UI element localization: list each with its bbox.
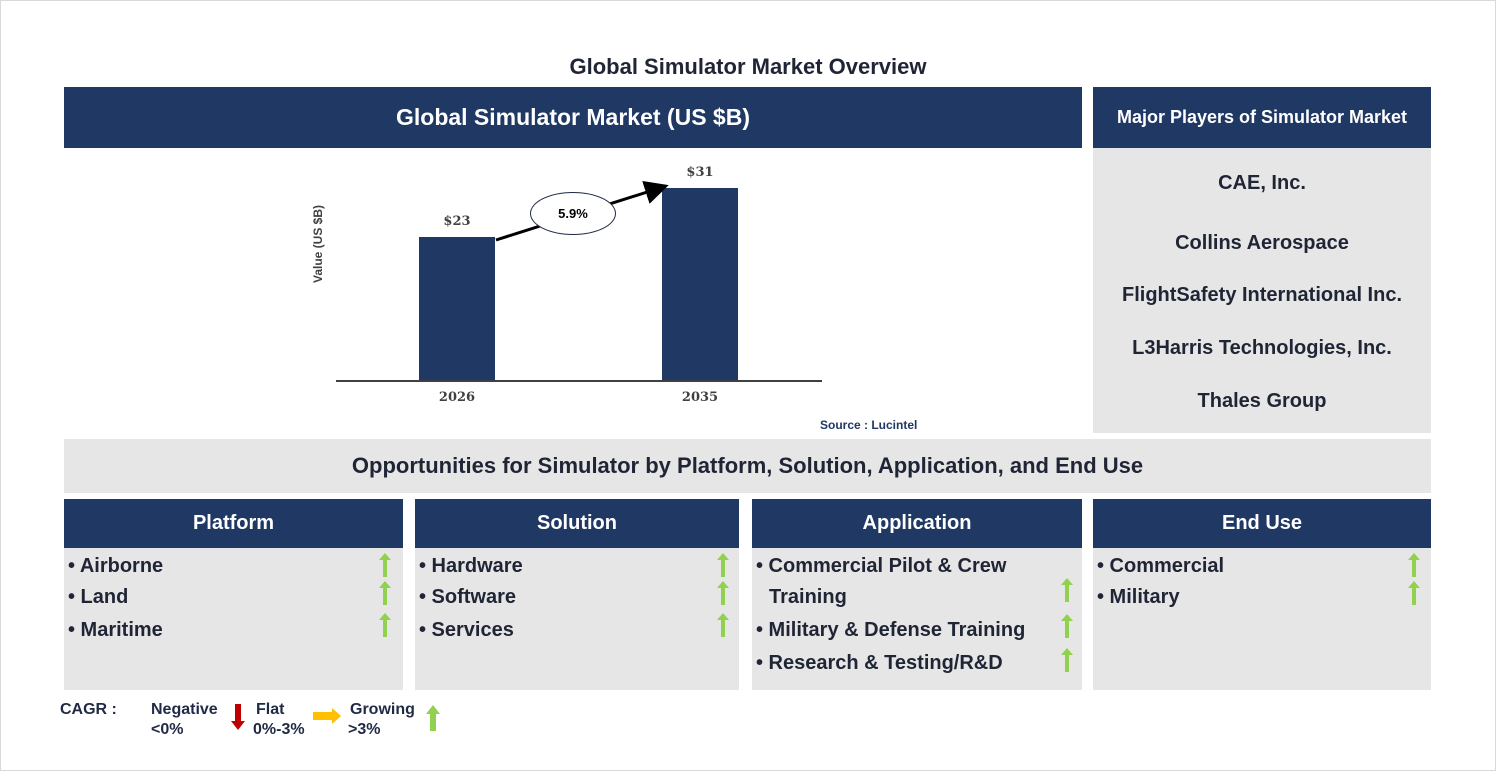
bar-value-label-2035: $31	[686, 165, 714, 180]
segment-item: • Software	[419, 586, 517, 608]
player-item: L3Harris Technologies, Inc.	[1132, 337, 1392, 359]
legend-flat-label: Flat	[256, 701, 285, 718]
segment-item: • Maritime	[68, 619, 163, 641]
opportunities-banner: Opportunities for Simulator by Platform,…	[64, 439, 1431, 493]
segment-body: • Airborne • Land • Maritime	[64, 548, 403, 690]
segment-application: Application • Commercial Pilot & Crew Tr…	[752, 499, 1082, 690]
cagr-bubble: 5.9%	[530, 192, 616, 235]
up-arrow-icon	[1408, 581, 1420, 605]
up-arrow-icon	[1408, 553, 1420, 577]
up-arrow-icon	[717, 613, 729, 637]
segment-item: • Commercial Pilot & Crew	[756, 555, 1007, 577]
up-arrow-icon	[379, 613, 391, 637]
segment-end-use: End Use • Commercial • Military	[1093, 499, 1431, 690]
up-arrow-icon	[426, 705, 440, 731]
page-title: Global Simulator Market Overview	[569, 54, 927, 79]
bar-value-label-2026: $23	[443, 214, 471, 229]
segment-body: • Commercial • Military	[1093, 548, 1431, 690]
legend-flat-range: 0%-3%	[253, 721, 305, 738]
segment-item: • Services	[419, 619, 514, 641]
segment-item-continuation: Training	[769, 586, 847, 608]
segment-title: End Use	[1093, 499, 1431, 548]
segment-item: • Military & Defense Training	[756, 619, 1026, 641]
segment-title: Platform	[64, 499, 403, 548]
legend-growing-range: >3%	[348, 721, 381, 738]
source-note: Source : Lucintel	[820, 418, 918, 432]
up-arrow-icon	[379, 553, 391, 577]
up-arrow-icon	[717, 581, 729, 605]
segment-title: Solution	[415, 499, 739, 548]
legend-label: CAGR :	[60, 701, 117, 718]
segment-item: • Research & Testing/R&D	[756, 652, 1003, 674]
segment-item: • Airborne	[68, 555, 164, 577]
up-arrow-icon	[1061, 648, 1073, 672]
legend-negative-label: Negative	[151, 701, 218, 718]
bar-2035	[662, 188, 738, 381]
x-tick-2035: 2035	[681, 390, 719, 405]
y-axis-label: Value (US $B)	[311, 204, 325, 284]
segment-item: • Hardware	[419, 555, 523, 577]
legend-negative-range: <0%	[151, 721, 184, 738]
bar-2026	[419, 237, 495, 381]
right-arrow-icon	[313, 708, 341, 724]
x-axis-line	[336, 380, 822, 382]
segment-item: • Military	[1097, 586, 1180, 608]
segment-body: • Commercial Pilot & Crew Training • Mil…	[752, 548, 1082, 690]
players-header: Major Players of Simulator Market	[1093, 87, 1431, 148]
segment-platform: Platform • Airborne • Land • Maritime	[64, 499, 403, 690]
up-arrow-icon	[717, 553, 729, 577]
up-arrow-icon	[379, 581, 391, 605]
legend-growing-label: Growing	[350, 701, 415, 718]
segment-solution: Solution • Hardware • Software • Service…	[415, 499, 739, 690]
up-arrow-icon	[1061, 578, 1073, 602]
x-tick-2026: 2026	[438, 390, 476, 405]
player-item: Thales Group	[1197, 390, 1327, 412]
segment-item: • Commercial	[1097, 555, 1225, 577]
segment-title: Application	[752, 499, 1082, 548]
segment-body: • Hardware • Software • Services	[415, 548, 739, 690]
up-arrow-icon	[1061, 614, 1073, 638]
player-item: CAE, Inc.	[1218, 172, 1306, 194]
players-list: CAE, Inc. Collins Aerospace FlightSafety…	[1093, 148, 1431, 433]
player-item: FlightSafety International Inc.	[1121, 284, 1403, 306]
down-arrow-icon	[231, 704, 245, 730]
segment-item: • Land	[68, 586, 129, 608]
cagr-legend: CAGR : Negative <0% Flat 0%-3% Growing >…	[0, 700, 500, 750]
player-item: Collins Aerospace	[1175, 232, 1349, 254]
chart-header: Global Simulator Market (US $B)	[64, 87, 1082, 148]
